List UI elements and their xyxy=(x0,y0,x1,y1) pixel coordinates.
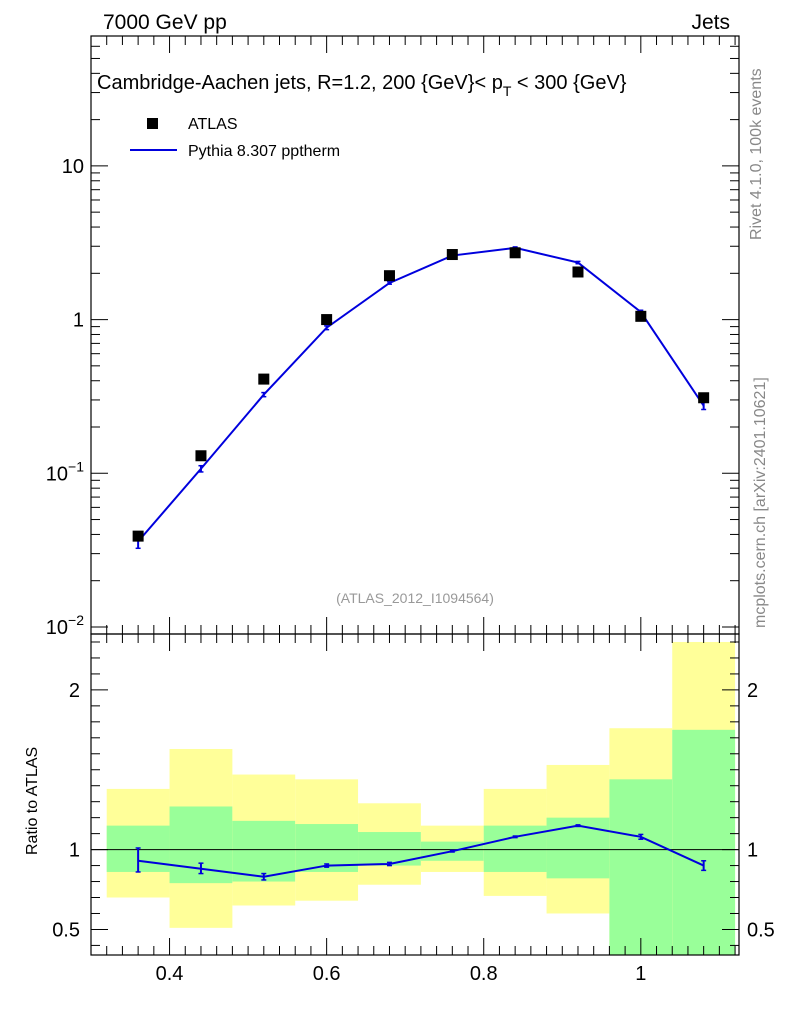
atlas-data-point xyxy=(635,310,647,322)
x-tick-label: 0.8 xyxy=(470,963,498,985)
atlas-data-point xyxy=(572,266,584,278)
atlas-data-point xyxy=(258,373,270,385)
main-y-tick-label-exponent: −1 xyxy=(68,458,84,474)
main-title-suffix: < 300 {GeV} xyxy=(511,72,626,94)
ratio-band-inner xyxy=(358,832,421,866)
analysis-watermark: (ATLAS_2012_I1094564) xyxy=(336,590,494,606)
main-y-tick-label-exponent: −2 xyxy=(68,612,84,628)
ratio-y-tick-label-left: 2 xyxy=(69,680,80,702)
legend: ATLAS Pythia 8.307 pptherm xyxy=(130,116,340,160)
atlas-data-point xyxy=(195,450,207,462)
ratio-uncertainty-bands xyxy=(106,641,736,955)
ratio-y-tick-label-left: 0.5 xyxy=(52,919,80,941)
legend-marker-atlas xyxy=(147,118,158,129)
atlas-data-point xyxy=(446,249,458,261)
ratio-line xyxy=(138,824,705,878)
main-y-tick-label: 10−1 xyxy=(46,458,84,485)
atlas-data-point xyxy=(383,270,395,282)
ratio-y-tick-label-right: 2 xyxy=(747,680,758,702)
ratio-y-tick-label-left: 1 xyxy=(69,840,80,862)
ratio-panel: 2 2 1 1 0.5 0.5 0.4 0.6 0.8 1 Ratio to ATLAS xyxy=(24,633,775,985)
ratio-band-inner xyxy=(672,729,736,955)
legend-label-pythia: Pythia 8.307 pptherm xyxy=(188,143,340,160)
main-title-text: Cambridge-Aachen jets, R=1.2, 200 {GeV}<… xyxy=(97,72,503,94)
main-title: Cambridge-Aachen jets, R=1.2, 200 {GeV}<… xyxy=(97,72,627,99)
ratio-y-tick-label-right: 1 xyxy=(747,840,758,862)
ratio-y-axis-label: Ratio to ATLAS xyxy=(24,747,41,855)
header-left: 7000 GeV pp xyxy=(103,11,227,34)
atlas-data-point xyxy=(698,392,710,404)
x-tick-label: 0.4 xyxy=(156,963,184,985)
ratio-data-layer xyxy=(135,824,707,881)
x-tick-label: 1 xyxy=(635,963,646,985)
rivet-version-label: Rivet 4.1.0, 100k events xyxy=(748,68,765,240)
mcplots-label: mcplots.cern.ch [arXiv:2401.10621] xyxy=(752,377,769,628)
main-data-layer xyxy=(132,246,710,550)
main-y-tick-label: 1 xyxy=(73,310,84,332)
x-tick-label: 0.6 xyxy=(313,963,341,985)
ratio-band-inner xyxy=(546,817,610,879)
main-y-tick-label-base: 10 xyxy=(46,617,68,639)
main-y-tick-label: 10−2 xyxy=(46,612,84,639)
ratio-y-tick-label-right: 0.5 xyxy=(747,919,775,941)
atlas-data-point xyxy=(509,247,521,259)
legend-label-atlas: ATLAS xyxy=(188,116,238,133)
pythia-line xyxy=(137,246,705,543)
ratio-axis-ticks: 2 2 1 1 0.5 0.5 0.4 0.6 0.8 1 xyxy=(52,634,775,985)
main-title-subscript: T xyxy=(503,83,512,99)
main-y-tick-label: 10 xyxy=(62,156,84,178)
atlas-data-point xyxy=(321,314,333,326)
svg-text:Cambridge-Aachen jets, R=1.2,: Cambridge-Aachen jets, R=1.2, 200 {GeV}<… xyxy=(97,72,627,99)
main-y-tick-label-base: 10 xyxy=(46,463,68,485)
ratio-band-inner xyxy=(232,820,296,882)
header-right: Jets xyxy=(691,11,730,34)
ratio-band-inner xyxy=(609,779,673,955)
atlas-data-point xyxy=(132,530,144,542)
ratio-plot-frame xyxy=(90,633,740,956)
